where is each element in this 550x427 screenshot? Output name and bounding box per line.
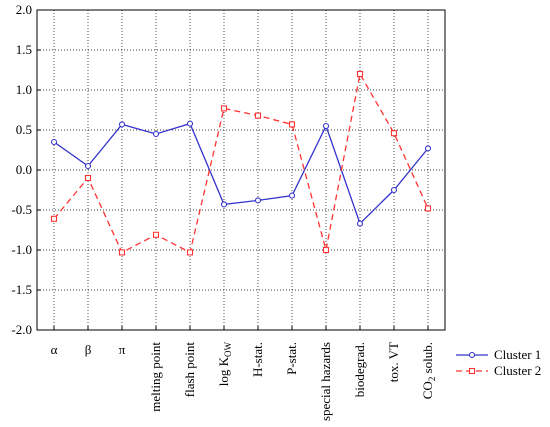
data-point: [118, 121, 126, 128]
x-axis-ticks: α β π melting point flash point log KOW H-stat…: [51, 326, 437, 421]
data-point: [288, 192, 296, 199]
y-tick-label: -1.5: [11, 282, 32, 297]
legend-marker: [468, 351, 476, 359]
y-tick-label: 0.0: [16, 162, 32, 177]
y-tick-label: 1.0: [16, 82, 32, 97]
legend-label: Cluster 2: [494, 363, 541, 378]
x-category-label: CO2 solub.: [420, 342, 437, 399]
x-category-label: π: [119, 342, 126, 357]
data-point: [50, 215, 58, 222]
data-point: [220, 201, 228, 208]
data-point: [322, 122, 330, 130]
data-point: [356, 220, 364, 227]
data-point: [152, 231, 160, 238]
x-category-label: melting point: [148, 342, 163, 412]
data-point: [152, 130, 160, 138]
y-tick-label: 2.0: [16, 2, 32, 17]
y-tick-label: -0.5: [11, 202, 32, 217]
x-category-label: tox. VT: [386, 342, 401, 382]
data-point: [288, 121, 296, 128]
y-tick-label: 1.5: [16, 42, 32, 57]
x-category-label: log KOW: [216, 342, 233, 387]
data-point: [356, 70, 364, 78]
y-tick-label: 0.5: [16, 122, 32, 137]
x-category-label: α: [51, 342, 58, 357]
data-point: [424, 205, 432, 212]
legend-marker: [468, 367, 476, 375]
data-point: [186, 120, 194, 127]
data-point: [424, 145, 432, 152]
series-layer: [50, 70, 432, 256]
x-category-label: special hazards: [318, 342, 333, 421]
series-line: [53, 72, 429, 254]
y-axis-ticks: 2.0 1.5 1.0 0.5 0.0 -0.5 -1.0 -1.5 -2.0: [11, 2, 41, 337]
x-category-label: flash point: [182, 342, 197, 398]
y-tick-label: -2.0: [11, 322, 32, 337]
series-2: [50, 70, 432, 256]
x-category-label: biodegrad.: [352, 342, 367, 397]
data-point: [186, 249, 194, 256]
series-1: [50, 120, 432, 227]
x-category-label: H-stat.: [250, 342, 265, 377]
data-point: [254, 197, 262, 204]
data-point: [390, 130, 398, 137]
data-point: [84, 174, 92, 182]
y-tick-label: -1.0: [11, 242, 32, 257]
x-category-label: P-stat.: [284, 342, 299, 375]
data-point: [50, 138, 58, 146]
x-category-label: β: [85, 342, 92, 357]
grid-lines: [37, 9, 445, 331]
data-point: [322, 246, 330, 254]
data-point: [220, 105, 228, 112]
legend-label: Cluster 1: [494, 347, 541, 362]
data-point: [390, 186, 398, 194]
data-point: [254, 112, 262, 119]
data-point: [118, 249, 126, 256]
data-point: [84, 162, 92, 170]
series-line: [53, 122, 429, 225]
